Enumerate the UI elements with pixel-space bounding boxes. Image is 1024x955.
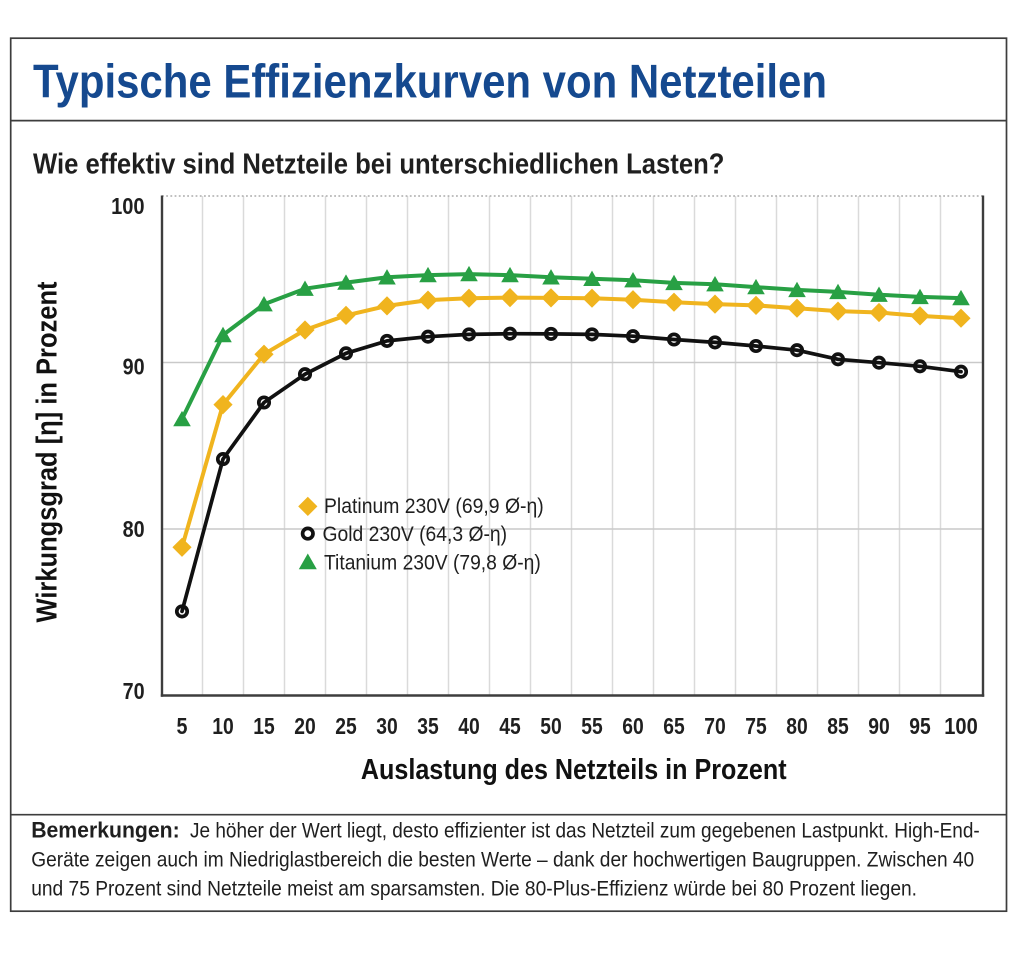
svg-text:15: 15 (253, 713, 275, 739)
svg-text:5: 5 (177, 713, 188, 739)
svg-text:Titanium 230V (79,8 Ø-η): Titanium 230V (79,8 Ø-η) (324, 550, 541, 574)
svg-text:40: 40 (458, 713, 480, 739)
svg-text:Auslastung des Netzteils in Pr: Auslastung des Netzteils in Prozent (361, 754, 787, 786)
svg-text:Wirkungsgrad [η] in Prozent: Wirkungsgrad [η] in Prozent (32, 281, 64, 622)
svg-text:80: 80 (786, 713, 808, 739)
svg-text:70: 70 (123, 678, 145, 704)
svg-text:75: 75 (745, 713, 767, 739)
svg-text:80: 80 (123, 516, 145, 542)
svg-text:90: 90 (123, 353, 145, 379)
svg-text:Gold 230V (64,3 Ø-η): Gold 230V (64,3 Ø-η) (323, 522, 508, 546)
svg-text:90: 90 (868, 713, 890, 739)
svg-text:100: 100 (944, 713, 978, 739)
svg-text:50: 50 (540, 713, 562, 739)
svg-text:Wie effektiv sind Netzteile be: Wie effektiv sind Netzteile bei untersch… (33, 149, 725, 181)
svg-text:35: 35 (417, 713, 439, 739)
svg-text:Je höher der Wert liegt, desto: Je höher der Wert liegt, desto effizient… (190, 819, 980, 843)
svg-text:45: 45 (499, 713, 521, 739)
svg-text:85: 85 (827, 713, 849, 739)
svg-text:25: 25 (335, 713, 357, 739)
svg-text:Geräte zeigen auch im Niedrigl: Geräte zeigen auch im Niedriglastbereich… (31, 848, 974, 872)
svg-text:65: 65 (663, 713, 685, 739)
svg-text:und 75 Prozent sind Netzteile: und 75 Prozent sind Netzteile meist am s… (31, 877, 917, 901)
svg-text:55: 55 (581, 713, 603, 739)
svg-text:60: 60 (622, 713, 644, 739)
svg-text:100: 100 (111, 193, 145, 219)
svg-text:20: 20 (294, 713, 316, 739)
svg-text:Platinum 230V (69,9 Ø-η): Platinum 230V (69,9 Ø-η) (324, 494, 544, 518)
svg-text:70: 70 (704, 713, 726, 739)
svg-text:10: 10 (212, 713, 234, 739)
svg-text:Typische Effizienzkurven von N: Typische Effizienzkurven von Netzteilen (33, 55, 827, 108)
svg-text:Bemerkungen:: Bemerkungen: (31, 818, 180, 843)
svg-text:30: 30 (376, 713, 398, 739)
svg-text:95: 95 (909, 713, 931, 739)
